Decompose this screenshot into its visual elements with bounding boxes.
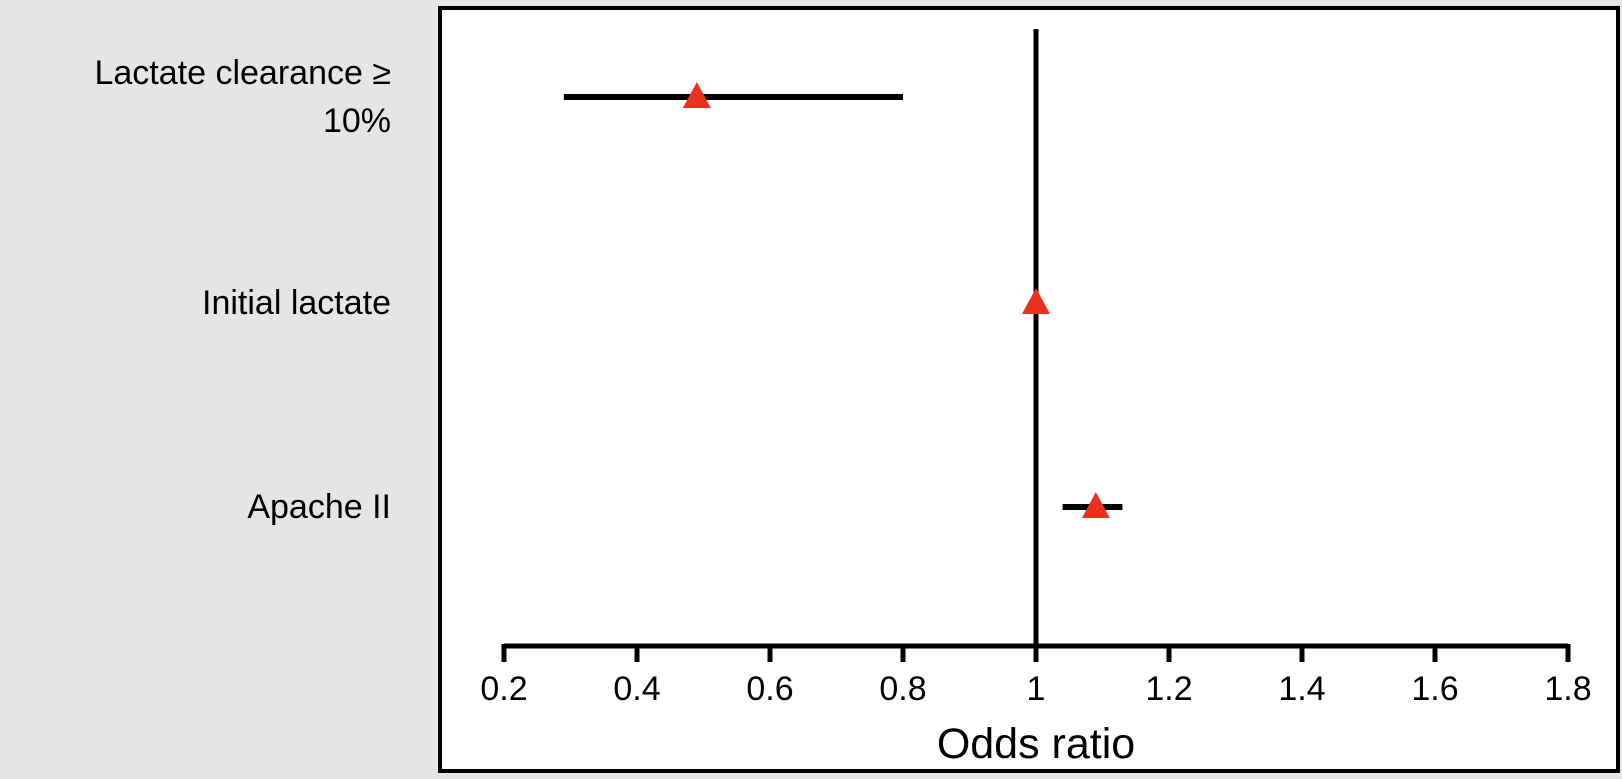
x-tick-label: 1.6 <box>1411 670 1458 708</box>
point-estimate <box>682 82 711 108</box>
x-tick-label: 0.8 <box>879 670 926 708</box>
x-tick-label: 1.8 <box>1544 670 1591 708</box>
x-tick-label: 1 <box>1027 670 1046 708</box>
plot-frame <box>438 6 1620 773</box>
category-label: Initial lactate <box>202 284 391 322</box>
point-estimate <box>1022 288 1050 314</box>
x-tick-label: 1.4 <box>1278 670 1325 708</box>
x-tick-label: 1.2 <box>1145 670 1192 708</box>
x-tick-label: 0.2 <box>480 670 527 708</box>
x-tick-label: 0.6 <box>746 670 793 708</box>
point-estimate <box>1081 492 1110 518</box>
x-axis-label: Odds ratio <box>937 720 1135 768</box>
x-tick-label: 0.4 <box>613 670 660 708</box>
category-label: Lactate clearance ≥ 10% <box>94 54 391 140</box>
category-label: Apache II <box>247 488 391 526</box>
